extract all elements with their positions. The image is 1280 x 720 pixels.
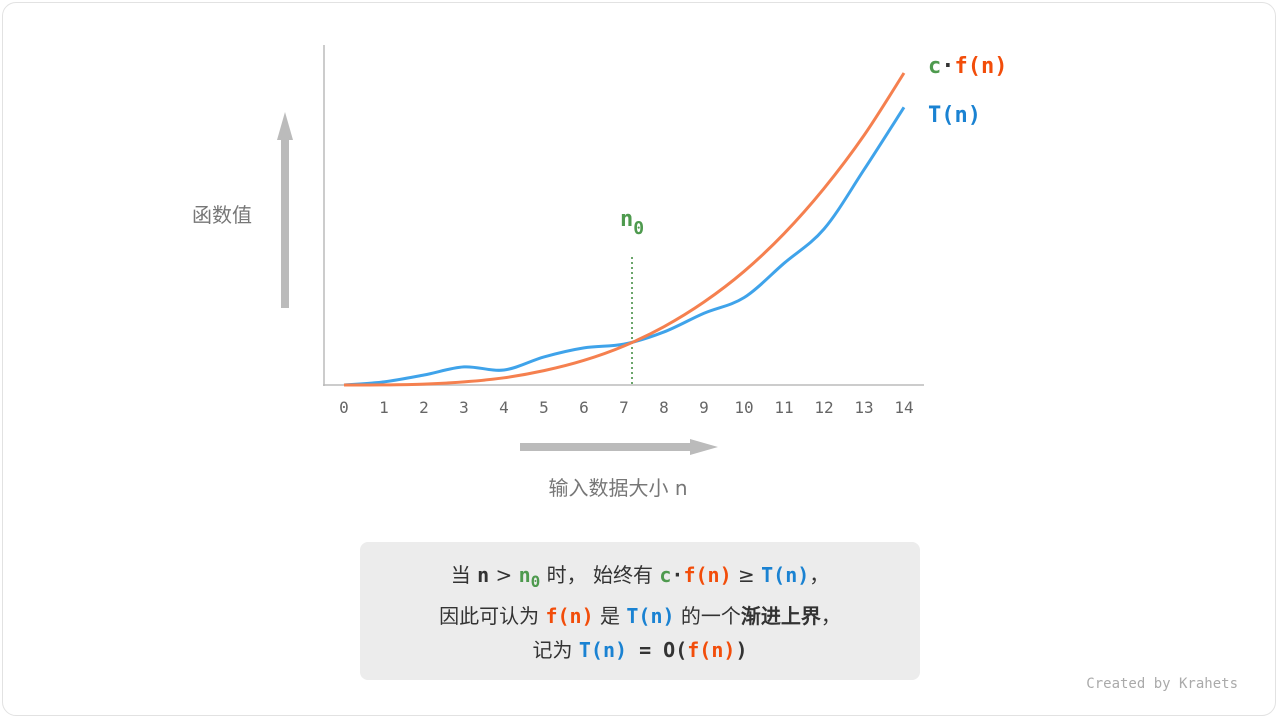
x-tick-label: 7 (619, 398, 629, 417)
explanation-box: 当 n > n0 时， 始终有 c·f(n) ≥ T(n)， 因此可认为 f(n… (360, 542, 920, 680)
x-tick-label: 2 (419, 398, 429, 417)
note-line-1: 当 n > n0 时， 始终有 c·f(n) ≥ T(n)， (450, 563, 830, 591)
x-tick-label: 1 (379, 398, 389, 417)
note-line-2: 因此可认为 f(n) 是 T(n) 的一个渐进上界， (439, 604, 841, 628)
x-tick-label: 12 (814, 398, 833, 417)
n0-label: n0 (620, 207, 644, 239)
y-axis-label: 函数值 (192, 203, 252, 227)
credit-text: Created by Krahets (1086, 676, 1238, 692)
x-tick-label: 10 (734, 398, 753, 417)
legend-cf-n: c·f(n) (928, 54, 1007, 79)
x-tick-label: 5 (539, 398, 549, 417)
x-arrowhead-icon (690, 439, 718, 455)
x-tick-label: 0 (339, 398, 349, 417)
x-tick-label: 14 (894, 398, 913, 417)
x-tick-label: 3 (459, 398, 469, 417)
x-tick-label: 8 (659, 398, 669, 417)
x-axis-label: 输入数据大小 n (548, 476, 687, 500)
note-line-3: 记为 T(n) = O(f(n)) (532, 638, 748, 662)
x-tick-label: 4 (499, 398, 509, 417)
x-tick-label: 13 (854, 398, 873, 417)
x-tick-label: 6 (579, 398, 589, 417)
series-cf-n-line (343, 72, 906, 387)
x-tick-label: 11 (774, 398, 793, 417)
x-tick-label: 9 (699, 398, 709, 417)
series-t-n-line (343, 106, 906, 387)
y-arrowhead-icon (277, 112, 293, 140)
legend-t-n: T(n) (928, 103, 981, 128)
